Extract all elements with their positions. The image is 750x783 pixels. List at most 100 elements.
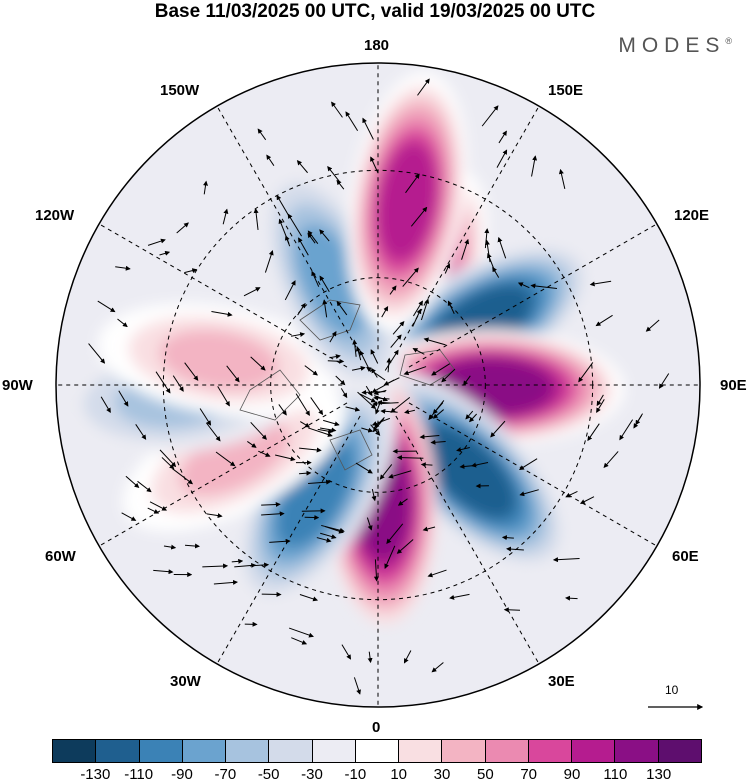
wind-arrow [253, 208, 259, 230]
wind-arrow [341, 644, 352, 660]
wind-arrow [250, 422, 267, 440]
wind-arrow [329, 354, 341, 360]
colorbar [52, 739, 702, 763]
lon-label-90e: 90E [720, 377, 747, 394]
wind-arrow [366, 517, 373, 531]
wind-arrow [384, 349, 399, 371]
wind-arrow [153, 569, 174, 575]
wind-arrow [565, 491, 578, 498]
wind-arrow [361, 427, 374, 433]
wind-arrow [161, 457, 175, 470]
wind-arrow [155, 371, 171, 394]
anomaly-lobe [347, 71, 468, 331]
wind-arrow [431, 363, 451, 376]
wind-arrow [266, 154, 275, 166]
wind-arrow [176, 222, 189, 234]
wind-arrow [257, 128, 267, 141]
colorbar-segment [528, 740, 573, 762]
wind-arrow [296, 160, 308, 174]
wind-arrow [118, 390, 129, 407]
wind-arrow [404, 409, 416, 415]
wind-arrow [258, 450, 271, 457]
wind-arrow [596, 399, 605, 413]
wind-arrow [308, 479, 332, 485]
wind-arrow [370, 156, 379, 174]
wind-arrow [284, 280, 296, 301]
wind-arrow [125, 475, 140, 489]
wind-arrow [213, 579, 239, 585]
wind-arrow [371, 417, 391, 426]
wind-arrow [410, 206, 428, 227]
wind-arrow [324, 526, 344, 534]
wind-arrow [366, 366, 386, 381]
wind-arrow [373, 389, 387, 396]
wind-arrow [88, 343, 106, 364]
wind-arrow [403, 366, 427, 376]
wind-arrow [121, 512, 137, 521]
anomaly-contour [295, 224, 368, 337]
wind-arrow [205, 422, 221, 442]
colorbar-segment [485, 740, 529, 762]
wind-arrow [288, 627, 314, 638]
wind-arrow [419, 434, 440, 440]
wind-arrow [359, 393, 377, 403]
wind-arrow [423, 337, 446, 346]
wind-arrow [355, 462, 373, 474]
wind-arrow [386, 523, 404, 544]
wind-arrow [461, 238, 470, 260]
wind-arrow [373, 559, 379, 582]
wind-arrow [447, 300, 455, 314]
wind-arrow [403, 650, 412, 664]
wind-arrow [307, 232, 316, 244]
wind-arrow [336, 300, 348, 316]
map-border [55, 62, 701, 708]
wind-arrow [484, 228, 490, 249]
wind-arrow [578, 362, 594, 383]
wind-arrow [405, 173, 420, 194]
wind-arrow [172, 375, 184, 392]
wind-arrow [311, 270, 320, 287]
anomaly-contour [159, 329, 279, 390]
colorbar-segment [572, 740, 616, 762]
wind-arrow [317, 428, 334, 434]
wind-arrow [226, 365, 240, 383]
wind-arrow [392, 321, 405, 335]
wind-arrow [492, 266, 500, 278]
wind-arrow [645, 319, 660, 332]
wind-arrow [589, 280, 612, 287]
wind-arrow [203, 180, 209, 195]
wind-arrow [371, 367, 378, 378]
coastlines [239, 299, 456, 471]
wind-arrow [335, 375, 346, 386]
wind-arrow [427, 569, 447, 578]
wind-arrow [319, 229, 330, 242]
wind-arrow [300, 421, 311, 428]
wind-arrow [345, 111, 359, 131]
wind-arrow [202, 563, 229, 569]
colorbar-segment [96, 740, 140, 762]
wind-arrow [299, 470, 312, 476]
colorbar-segment [399, 740, 443, 762]
wind-arrow [323, 419, 340, 427]
wind-arrow [199, 408, 212, 426]
lon-label-60w: 60W [45, 548, 76, 565]
wind-arrow [117, 318, 128, 328]
wind-arrow [371, 488, 377, 502]
wind-arrow [506, 546, 524, 552]
wind-arrow [147, 238, 166, 246]
wind-arrow [135, 424, 147, 440]
wind-arrow [390, 334, 402, 348]
wind-arrow [249, 562, 270, 568]
colorbar-tick-label: -30 [301, 766, 323, 783]
colorbar-segment [269, 740, 313, 762]
chart-title: Base 11/03/2025 00 UTC, valid 19/03/2025… [154, 1, 596, 22]
wind-arrow [373, 395, 390, 401]
reference-vector-label: 10 [665, 683, 679, 697]
colorbar-tick-label: -130 [80, 766, 111, 783]
wind-arrow [531, 155, 538, 177]
wind-arrow [115, 265, 131, 271]
wind-arrow [276, 194, 290, 217]
wind-arrow [519, 489, 539, 497]
lon-label-150e: 150E [548, 82, 584, 99]
wind-arrow [316, 537, 332, 543]
